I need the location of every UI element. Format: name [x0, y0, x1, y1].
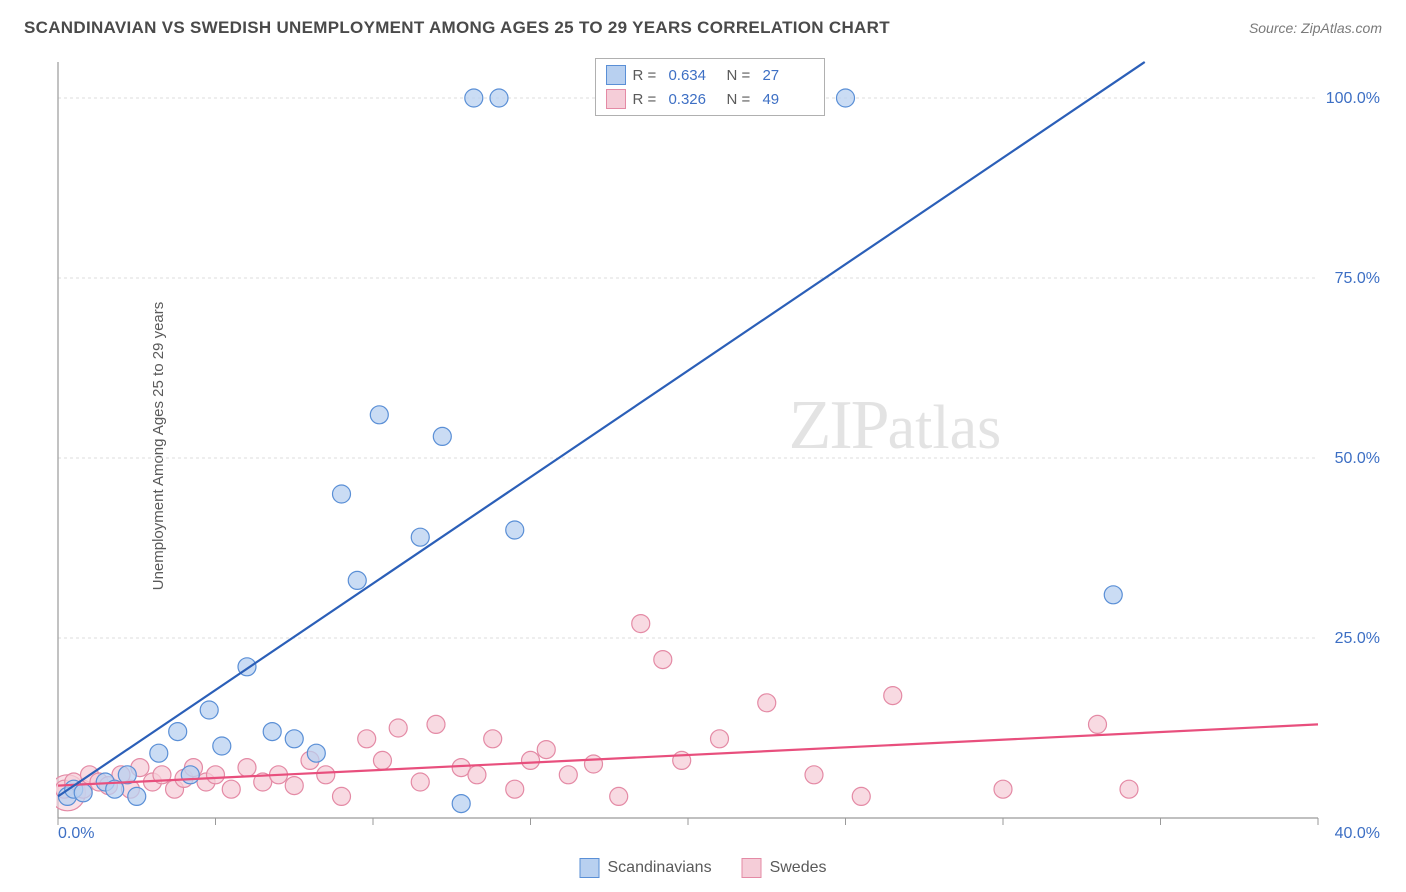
legend-label-swedes: Swedes — [770, 859, 827, 877]
svg-text:25.0%: 25.0% — [1335, 630, 1380, 647]
legend-label-scandinavians: Scandinavians — [608, 859, 712, 877]
swatch-scandinavians — [606, 65, 626, 85]
svg-text:50.0%: 50.0% — [1335, 450, 1380, 467]
svg-text:75.0%: 75.0% — [1335, 270, 1380, 287]
legend-row-scandinavians: R = 0.634 N = 27 — [606, 63, 814, 87]
source-attribution: Source: ZipAtlas.com — [1249, 20, 1382, 36]
swatch-swedes — [742, 858, 762, 878]
legend-n-value-swedes: 49 — [762, 91, 814, 108]
legend-r-label: R = — [632, 67, 662, 84]
chart-title: SCANDINAVIAN VS SWEDISH UNEMPLOYMENT AMO… — [24, 18, 890, 38]
swatch-swedes — [606, 89, 626, 109]
correlation-legend: R = 0.634 N = 27 R = 0.326 N = 49 — [595, 58, 825, 116]
legend-item-swedes: Swedes — [742, 858, 827, 878]
legend-r-value-swedes: 0.326 — [668, 91, 720, 108]
legend-n-value-scandinavians: 27 — [762, 67, 814, 84]
legend-r-value-scandinavians: 0.634 — [668, 67, 720, 84]
legend-row-swedes: R = 0.326 N = 49 — [606, 87, 814, 111]
plot-area: 25.0% 50.0% 75.0% 100.0% 0.0% 40.0% R = 0.634… — [56, 58, 1388, 840]
title-bar: SCANDINAVIAN VS SWEDISH UNEMPLOYMENT AMO… — [24, 18, 1382, 38]
legend-n-label: N = — [726, 67, 756, 84]
legend-r-label: R = — [632, 91, 662, 108]
svg-text:0.0%: 0.0% — [58, 825, 94, 840]
series-legend: Scandinavians Swedes — [580, 858, 827, 878]
legend-n-label: N = — [726, 91, 756, 108]
legend-item-scandinavians: Scandinavians — [580, 858, 712, 878]
swatch-scandinavians — [580, 858, 600, 878]
svg-text:40.0%: 40.0% — [1335, 825, 1380, 840]
scatter-chart: 25.0% 50.0% 75.0% 100.0% 0.0% 40.0% — [56, 58, 1388, 840]
svg-text:100.0%: 100.0% — [1326, 90, 1380, 107]
